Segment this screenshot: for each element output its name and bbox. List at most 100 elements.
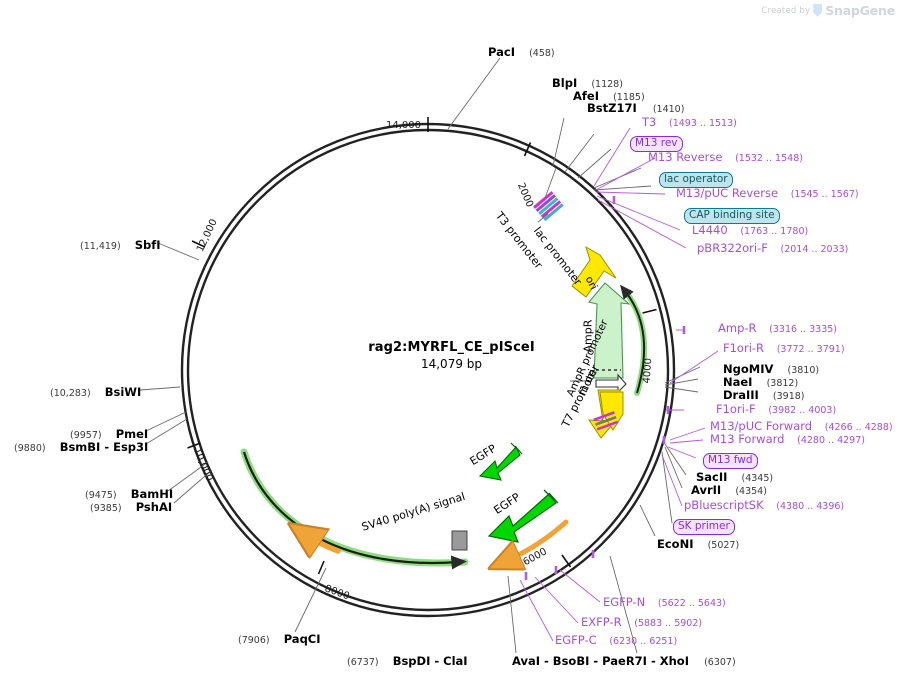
primer-range: (3772 .. 3791) [776, 344, 845, 355]
enzyme-afei: AfeI (1185) [573, 87, 645, 104]
primer-name: L4440 [692, 223, 728, 237]
enzyme-bsiwi: (10,283) BsiWI [50, 383, 141, 400]
feature-name: CAP binding site [684, 208, 780, 224]
enzyme-position: (9385) [90, 503, 122, 514]
primer-name: T3 [642, 115, 657, 129]
enzyme-bstz17i: BstZ17I (1410) [587, 99, 684, 116]
tick-label-4000: 4000 [641, 357, 655, 384]
primer-name: M13 fwd [703, 453, 758, 469]
primer-exfp-r: EXFP-R (5883 .. 5902) [581, 616, 702, 629]
primer-egfp-n: EGFP-N (5622 .. 5643) [603, 596, 726, 609]
primer-amp-r: Amp-R (3316 .. 3335) [718, 322, 837, 335]
primer-name: pBluescriptSK [684, 498, 764, 512]
enzyme-name: SbfI [134, 238, 161, 252]
enzyme-position: (1185) [613, 92, 645, 103]
enzyme-paci: PacI (458) [488, 43, 555, 60]
primer-range: (1532 .. 1548) [735, 153, 803, 164]
enzyme-avrii: AvrII (4354) [691, 481, 767, 498]
primer-leader-lines [519, 127, 719, 642]
enzyme-draiii: DraIII (3918) [723, 386, 805, 403]
enzyme-name: PaqCI [283, 632, 321, 646]
enzyme-position: (11,419) [80, 241, 121, 252]
enzyme-position: (9957) [70, 430, 102, 441]
enzyme-avai-bsobi-paer7i-xhoi: AvaI - BsoBI - PaeR7I - XhoI (6307) [512, 652, 736, 669]
primer-name: M13 rev [630, 136, 683, 152]
enzyme-position: (458) [529, 48, 555, 59]
watermark-prefix: Created by [761, 5, 811, 16]
enzyme-econi: EcoNI (5027) [657, 535, 739, 552]
primer-t3: T3 (1493 .. 1513) [642, 116, 737, 129]
enzyme-name: NgoMIV [723, 362, 774, 376]
enzyme-name: BsiWI [104, 385, 142, 399]
enzyme-position: (4354) [735, 486, 767, 497]
primer-range: (4266 .. 4288) [824, 422, 893, 433]
primer-f1ori-r: F1ori-R (3772 .. 3791) [723, 342, 845, 355]
primer-name: pBR322ori-F [697, 241, 768, 255]
primer-range: (1763 .. 1780) [740, 226, 809, 237]
primer-range: (2014 .. 2033) [780, 244, 849, 255]
enzyme-name: PshAI [135, 500, 173, 514]
primer-name: F1ori-R [723, 341, 765, 355]
enzyme-sbfi: (11,419) SbfI [80, 236, 161, 253]
primer-name: Amp-R [718, 321, 757, 335]
feature-arrow-ampr-promoter [595, 373, 627, 394]
enzyme-paqci: (7906) PaqCI [238, 630, 321, 647]
enzyme-position: (10,283) [50, 388, 91, 399]
feature-box-sv40-polya [451, 530, 468, 551]
primer-f1ori-f: F1ori-F (3982 .. 4003) [716, 403, 836, 416]
feature-arrow-ori [571, 245, 617, 298]
enzyme-blpi: BlpI (1128) [552, 74, 623, 91]
primer-name: EXFP-R [581, 615, 622, 629]
enzyme-pmei: (9957) PmeI [70, 425, 148, 442]
enzyme-position: (3810) [787, 365, 820, 376]
enzyme-name: BamHI [130, 487, 174, 501]
tick-label-14000: 14,000 [386, 120, 421, 131]
watermark-brand: SnapGene [825, 3, 895, 18]
primer-name: EGFP-N [603, 595, 646, 609]
enzyme-position: (6737) [347, 657, 379, 668]
primer-range: (4280 .. 4297) [797, 435, 865, 446]
primer-m13-rev: M13 rev [630, 133, 683, 152]
primer-pbr322ori-f: pBR322ori-F (2014 .. 2033) [697, 242, 848, 255]
enzyme-name: AvaI - BsoBI - PaeR7I - XhoI [512, 654, 689, 668]
primer-pbluescriptsk: pBluescriptSK (4380 .. 4396) [684, 499, 844, 512]
enzyme-sacii: SacII (4345) [696, 468, 773, 485]
primer-name: M13 Forward [710, 432, 785, 446]
primer-range: (3316 .. 3335) [769, 324, 838, 335]
enzyme-bamhi: (9475) BamHI [85, 485, 173, 502]
primer-name: F1ori-F [716, 402, 756, 416]
snapgene-watermark: Created by SnapGene [761, 3, 895, 18]
enzyme-name: EcoNI [657, 537, 694, 551]
feature-name: lac operator [659, 172, 733, 188]
enzyme-name: PacI [488, 45, 515, 59]
enzyme-name: PmeI [115, 427, 149, 441]
primer-range: (3982 .. 4003) [768, 405, 837, 416]
enzyme-name: BsmBI - Esp3I [59, 440, 149, 454]
enzyme-name: SacII [696, 470, 728, 484]
primer-name: EGFP-C [555, 633, 597, 647]
primer-m13-reverse: M13 Reverse (1532 .. 1548) [648, 151, 803, 164]
enzyme-position: (4345) [741, 473, 774, 484]
feature-arc-orange-right [506, 519, 569, 561]
primer-name: M13 Reverse [648, 150, 723, 164]
feature-lac-operator: lac operator [659, 169, 733, 188]
enzyme-name: BlpI [552, 76, 578, 90]
primer-egfp-c: EGFP-C (6230 .. 6251) [555, 634, 677, 647]
enzyme-position: (3812) [766, 378, 799, 389]
enzyme-name: AvrII [691, 483, 722, 497]
enzyme-position: (9475) [85, 490, 117, 501]
enzyme-position: (7906) [238, 635, 270, 646]
backbone-ticks [187, 117, 657, 575]
enzyme-position: (3918) [772, 391, 805, 402]
primer-name: M13/pUC Reverse [676, 186, 779, 200]
enzyme-name: BspDI - ClaI [392, 654, 468, 668]
enzyme-position: (1410) [652, 104, 685, 115]
feature-arc-ampr-outline [620, 284, 648, 396]
feature-cluster-t7 [593, 411, 619, 431]
enzyme-position: (6307) [704, 657, 736, 668]
feature-arrow-ampr [588, 282, 631, 379]
enzyme-name: AfeI [573, 89, 599, 103]
primer-range: (1493 .. 1513) [669, 118, 737, 129]
